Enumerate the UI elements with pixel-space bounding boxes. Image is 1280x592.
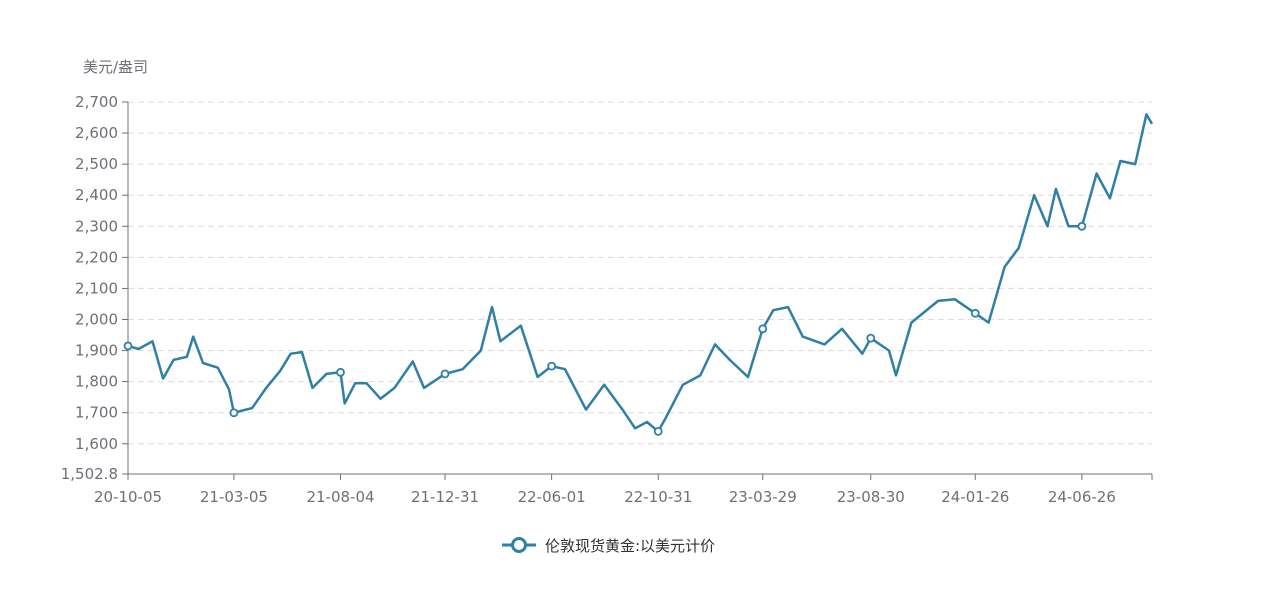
y-tick-label: 2,600 <box>75 124 118 142</box>
x-axis-ticks: 20-10-05 21-03-05 21-08-04 21-12-31 22-06-01… <box>94 474 1116 506</box>
data-point-marker[interactable] <box>440 369 450 379</box>
y-tick-label: 1,600 <box>75 435 118 453</box>
y-tick-label: 1,800 <box>75 373 118 391</box>
x-tick-label: 23-03-29 <box>729 488 797 506</box>
legend-label: 伦敦现货黄金:以美元计价 <box>545 537 715 555</box>
data-point-marker[interactable] <box>547 361 557 371</box>
x-tick-label: 21-12-31 <box>411 488 479 506</box>
y-tick-label: 2,000 <box>75 311 118 329</box>
x-tick-label: 21-08-04 <box>306 488 374 506</box>
x-tick-label: 21-03-05 <box>200 488 268 506</box>
grid-lines <box>128 101 1152 445</box>
series-line-gold-price <box>127 113 1154 433</box>
legend-marker-icon <box>511 537 527 553</box>
y-tick-label: 1,700 <box>75 404 118 422</box>
x-tick-label: 22-10-31 <box>624 488 692 506</box>
y-tick-label: 2,700 <box>75 93 118 111</box>
x-tick-label: 20-10-05 <box>94 488 162 506</box>
series-layer <box>123 113 1154 436</box>
y-tick-label: 2,100 <box>75 279 118 297</box>
x-tick-label: 24-01-26 <box>941 488 1009 506</box>
legend[interactable]: 伦敦现货黄金:以美元计价 <box>502 537 715 555</box>
x-tick-label: 22-06-01 <box>518 488 586 506</box>
y-tick-label: 1,502.8 <box>61 465 118 483</box>
data-point-marker[interactable] <box>758 324 768 334</box>
data-point-marker[interactable] <box>653 426 663 436</box>
x-tick-label: 24-06-26 <box>1048 488 1116 506</box>
y-axis-unit-label: 美元/盎司 <box>83 58 148 76</box>
data-point-marker[interactable] <box>1077 221 1087 231</box>
data-point-marker[interactable] <box>970 308 980 318</box>
y-axis-ticks: 2,700 2,600 2,500 2,400 2,300 2,200 2,100 2,000… <box>61 93 128 483</box>
y-tick-label: 2,200 <box>75 248 118 266</box>
x-tick-label: 23-08-30 <box>837 488 905 506</box>
y-tick-label: 2,400 <box>75 186 118 204</box>
data-point-marker[interactable] <box>336 367 345 377</box>
data-point-marker[interactable] <box>229 408 239 418</box>
data-point-marker[interactable] <box>123 341 133 351</box>
data-point-marker[interactable] <box>866 333 876 343</box>
y-tick-label: 1,900 <box>75 342 118 360</box>
y-tick-label: 2,300 <box>75 217 118 235</box>
y-tick-label: 2,500 <box>75 155 118 173</box>
